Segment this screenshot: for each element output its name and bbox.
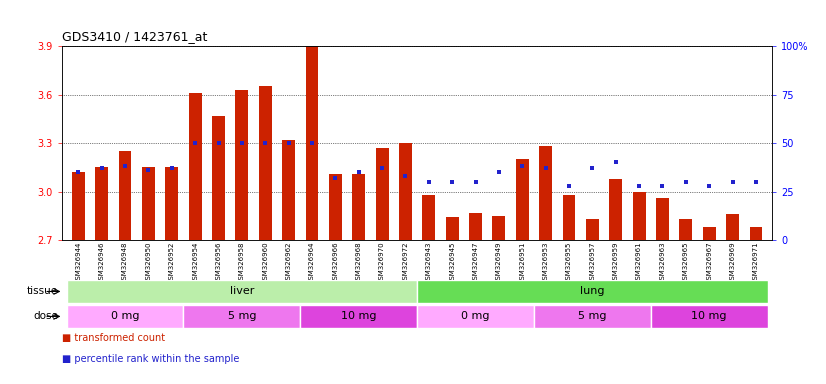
Bar (417, 305, 534, 328)
Bar (656, 198, 669, 240)
Bar (259, 86, 272, 240)
Text: liver: liver (230, 286, 254, 296)
Text: ■ percentile rank within the sample: ■ percentile rank within the sample (62, 354, 240, 364)
Bar (492, 216, 506, 240)
Bar (306, 46, 318, 240)
Text: 5 mg: 5 mg (228, 311, 256, 321)
Bar (726, 214, 739, 240)
Bar (563, 195, 576, 240)
Bar (469, 212, 482, 240)
Bar (680, 219, 692, 240)
Bar (183, 305, 301, 328)
Text: 0 mg: 0 mg (111, 311, 140, 321)
Bar (95, 167, 108, 240)
Bar (422, 195, 435, 240)
Text: 10 mg: 10 mg (341, 311, 377, 321)
Bar (610, 179, 622, 240)
Bar (142, 167, 154, 240)
Bar (67, 280, 417, 303)
Bar (235, 90, 249, 240)
Bar (119, 151, 131, 240)
Bar (376, 148, 388, 240)
Bar (67, 305, 183, 328)
Text: tissue: tissue (26, 286, 58, 296)
Bar (188, 93, 202, 240)
Bar (282, 140, 295, 240)
Bar (301, 305, 417, 328)
Bar (749, 227, 762, 240)
Text: ■ transformed count: ■ transformed count (62, 333, 165, 343)
Bar (633, 192, 646, 240)
Bar (703, 227, 715, 240)
Bar (534, 305, 651, 328)
Text: 10 mg: 10 mg (691, 311, 727, 321)
Bar (399, 143, 412, 240)
Bar (651, 305, 767, 328)
Bar (417, 280, 767, 303)
Bar (352, 174, 365, 240)
Bar (72, 172, 85, 240)
Text: GDS3410 / 1423761_at: GDS3410 / 1423761_at (62, 30, 207, 43)
Bar (329, 174, 342, 240)
Text: 5 mg: 5 mg (578, 311, 606, 321)
Bar (212, 116, 225, 240)
Text: dose: dose (33, 311, 58, 321)
Bar (165, 167, 178, 240)
Text: lung: lung (580, 286, 605, 296)
Bar (539, 146, 552, 240)
Text: 0 mg: 0 mg (461, 311, 490, 321)
Bar (586, 219, 599, 240)
Bar (516, 159, 529, 240)
Bar (446, 217, 458, 240)
